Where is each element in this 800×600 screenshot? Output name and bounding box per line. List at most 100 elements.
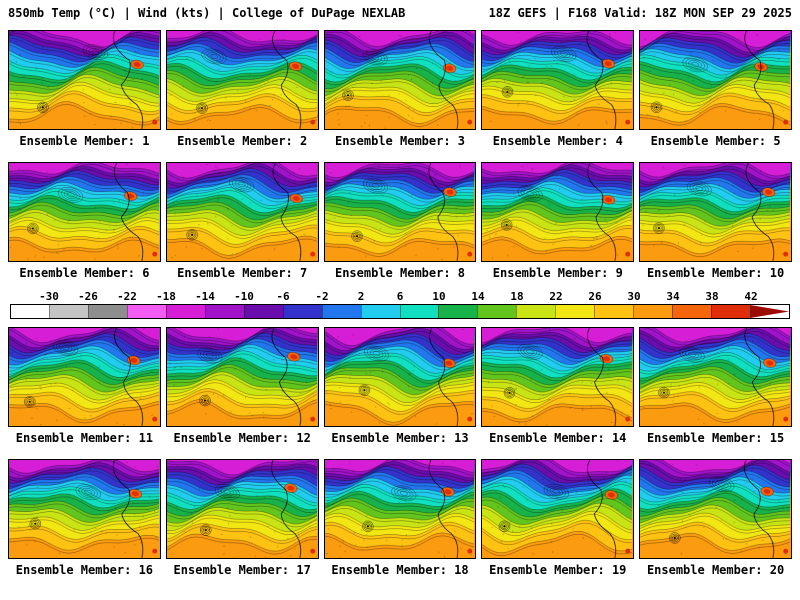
ensemble-panel-3[interactable]: Ensemble Member: 3 [323, 30, 477, 154]
ensemble-map-image [639, 327, 792, 427]
colorbar-scale [10, 304, 790, 319]
ensemble-panel-14[interactable]: Ensemble Member: 14 [481, 327, 635, 451]
colorbar-tick: 30 [627, 290, 641, 303]
ensemble-member-label: Ensemble Member: 2 [177, 134, 308, 148]
colorbar-segment [282, 305, 322, 318]
colorbar-tick: 6 [396, 290, 404, 303]
ensemble-panel-13[interactable]: Ensemble Member: 13 [323, 327, 477, 451]
ensemble-member-label: Ensemble Member: 16 [15, 563, 154, 577]
colorbar-tick: -26 [78, 290, 98, 303]
colorbar-segment [243, 305, 283, 318]
ensemble-panel-20[interactable]: Ensemble Member: 20 [639, 459, 792, 583]
ensemble-panel-7[interactable]: Ensemble Member: 7 [165, 162, 319, 286]
colorbar-tick: -10 [234, 290, 254, 303]
ensemble-map-image [8, 30, 161, 130]
ensemble-member-label: Ensemble Member: 4 [492, 134, 623, 148]
ensemble-panel-19[interactable]: Ensemble Member: 19 [481, 459, 635, 583]
ensemble-map-image [165, 162, 319, 262]
ensemble-panel-18[interactable]: Ensemble Member: 18 [323, 459, 477, 583]
ensemble-member-label: Ensemble Member: 18 [331, 563, 469, 577]
colorbar-tick: 34 [666, 290, 680, 303]
ensemble-map-image [323, 162, 477, 262]
ensemble-map-image [165, 459, 319, 559]
colorbar-segment [165, 305, 205, 318]
ensemble-map-image [8, 327, 161, 427]
ensemble-panel-6[interactable]: Ensemble Member: 6 [8, 162, 161, 286]
colorbar-segment [555, 305, 595, 318]
ensemble-map-image [8, 162, 161, 262]
colorbar-tick: 22 [549, 290, 563, 303]
ensemble-map-image [323, 327, 477, 427]
ensemble-panel-2[interactable]: Ensemble Member: 2 [165, 30, 319, 154]
ensemble-panel-16[interactable]: Ensemble Member: 16 [8, 459, 161, 583]
ensemble-member-label: Ensemble Member: 7 [177, 266, 308, 280]
ensemble-panel-5[interactable]: Ensemble Member: 5 [639, 30, 792, 154]
colorbar-tick: -6 [276, 290, 290, 303]
colorbar-segment [516, 305, 556, 318]
colorbar-segment [11, 305, 49, 318]
colorbar-tick: 2 [357, 290, 365, 303]
colorbar-segment [672, 305, 712, 318]
ensemble-panel-4[interactable]: Ensemble Member: 4 [481, 30, 635, 154]
temperature-colorbar: -30 -26 -22 -18 -14 -10 -6 -2 2 6 10 14 18 22 26 30 34 38… [10, 290, 790, 319]
colorbar-segment [438, 305, 478, 318]
ensemble-member-label: Ensemble Member: 14 [489, 431, 627, 445]
ensemble-member-label: Ensemble Member: 12 [173, 431, 311, 445]
colorbar-tick: 38 [705, 290, 719, 303]
colorbar-tick: -22 [117, 290, 137, 303]
ensemble-member-label: Ensemble Member: 11 [15, 431, 154, 445]
colorbar-tick: -30 [39, 290, 59, 303]
colorbar-segment [477, 305, 517, 318]
ensemble-panel-8[interactable]: Ensemble Member: 8 [323, 162, 477, 286]
ensemble-member-label: Ensemble Member: 10 [646, 266, 785, 280]
colorbar-tick: 18 [510, 290, 524, 303]
ensemble-map-image [323, 30, 477, 130]
ensemble-row-2: Ensemble Member: 6 Ensemble Member: 7 Ense… [0, 162, 800, 286]
ensemble-map-image [8, 459, 161, 559]
ensemble-member-label: Ensemble Member: 3 [334, 134, 466, 148]
ensemble-row-3: Ensemble Member: 11 Ensemble Member: 12 En… [0, 327, 800, 451]
colorbar-tick-labels: -30 -26 -22 -18 -14 -10 -6 -2 2 6 10 14 18 22 26 30 34 38… [10, 290, 790, 304]
ensemble-map-image [639, 459, 792, 559]
colorbar-tick: -14 [195, 290, 215, 303]
colorbar-segment [204, 305, 244, 318]
colorbar-tick: 14 [471, 290, 485, 303]
ensemble-panel-12[interactable]: Ensemble Member: 12 [165, 327, 319, 451]
ensemble-map-image [481, 30, 635, 130]
ensemble-map-image [481, 162, 635, 262]
colorbar-segment [750, 305, 790, 318]
colorbar-segment [48, 305, 88, 318]
ensemble-member-label: Ensemble Member: 19 [489, 563, 627, 577]
ensemble-map-image [165, 30, 319, 130]
colorbar-segment [126, 305, 166, 318]
ensemble-panel-1[interactable]: Ensemble Member: 1 [8, 30, 161, 154]
colorbar-segment [711, 305, 751, 318]
colorbar-segment [321, 305, 361, 318]
ensemble-map-image [165, 327, 319, 427]
colorbar-tick: 42 [744, 290, 758, 303]
ensemble-panel-9[interactable]: Ensemble Member: 9 [481, 162, 635, 286]
ensemble-member-label: Ensemble Member: 20 [646, 563, 785, 577]
ensemble-map-image [639, 30, 792, 130]
colorbar-tick: 10 [432, 290, 446, 303]
ensemble-map-image [481, 327, 635, 427]
colorbar-segment [399, 305, 439, 318]
colorbar-tick: -18 [156, 290, 176, 303]
product-title: 850mb Temp (°C) | Wind (kts) | College o… [8, 6, 406, 20]
colorbar-tick: -2 [315, 290, 329, 303]
ensemble-panel-11[interactable]: Ensemble Member: 11 [8, 327, 161, 451]
ensemble-panel-15[interactable]: Ensemble Member: 15 [639, 327, 792, 451]
ensemble-member-label: Ensemble Member: 9 [492, 266, 623, 280]
title-bar: 850mb Temp (°C) | Wind (kts) | College o… [0, 0, 800, 22]
ensemble-row-4: Ensemble Member: 16 Ensemble Member: 17 En… [0, 459, 800, 583]
ensemble-member-label: Ensemble Member: 13 [331, 431, 469, 445]
ensemble-member-label: Ensemble Member: 5 [650, 134, 781, 148]
colorbar-segment [360, 305, 400, 318]
colorbar-tick: 26 [588, 290, 602, 303]
ensemble-member-label: Ensemble Member: 15 [646, 431, 785, 445]
ensemble-member-label: Ensemble Member: 17 [173, 563, 311, 577]
model-run-valid-time: 18Z GEFS | F168 Valid: 18Z MON SEP 29 20… [488, 6, 792, 20]
ensemble-panel-10[interactable]: Ensemble Member: 10 [639, 162, 792, 286]
ensemble-panel-17[interactable]: Ensemble Member: 17 [165, 459, 319, 583]
ensemble-member-label: Ensemble Member: 6 [19, 266, 150, 280]
